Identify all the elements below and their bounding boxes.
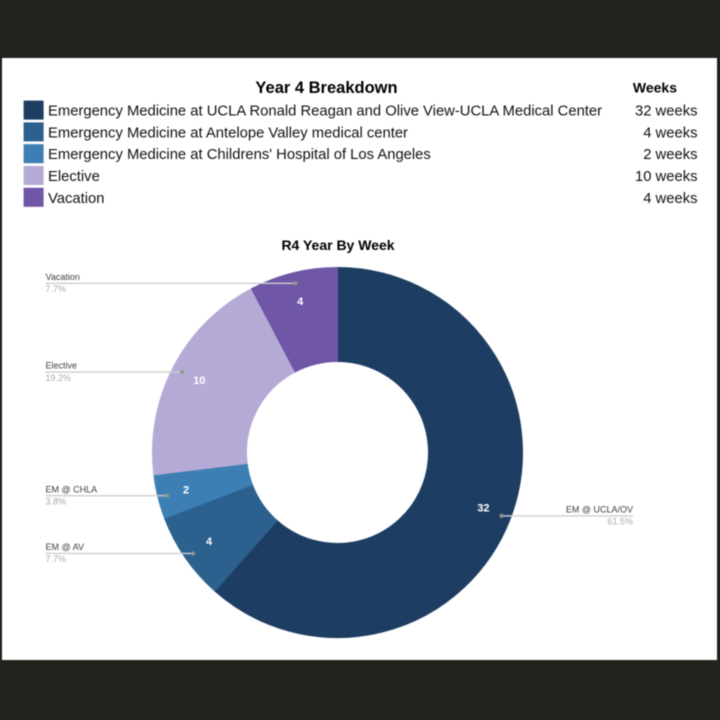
svg-text:Elective: Elective [46, 361, 78, 371]
svg-text:Weeks: Weeks [633, 80, 677, 96]
svg-text:Vacation: Vacation [46, 272, 80, 282]
svg-text:Emergency Medicine at UCLA Ron: Emergency Medicine at UCLA Ronald Reagan… [48, 104, 602, 120]
svg-text:32: 32 [477, 503, 489, 515]
svg-text:4 weeks: 4 weeks [643, 191, 697, 207]
svg-text:10: 10 [193, 375, 205, 387]
svg-text:7.7%: 7.7% [46, 554, 67, 564]
svg-text:EM @ UCLA/OV: EM @ UCLA/OV [566, 505, 633, 515]
svg-text:4: 4 [206, 536, 213, 548]
svg-text:Elective: Elective [48, 169, 100, 185]
svg-text:Vacation: Vacation [48, 191, 105, 207]
svg-text:2: 2 [183, 485, 189, 497]
svg-text:EM @ CHLA: EM @ CHLA [46, 484, 98, 494]
svg-text:3.8%: 3.8% [46, 497, 67, 507]
svg-text:61.5%: 61.5% [607, 517, 633, 527]
svg-text:10 weeks: 10 weeks [635, 169, 698, 185]
svg-text:19.2%: 19.2% [46, 373, 72, 383]
svg-text:R4 Year By Week: R4 Year By Week [281, 237, 394, 253]
svg-text:Year 4 Breakdown: Year 4 Breakdown [255, 79, 397, 97]
svg-text:4: 4 [297, 296, 304, 308]
svg-text:EM @ AV: EM @ AV [46, 542, 84, 552]
svg-text:7.7%: 7.7% [46, 284, 67, 294]
svg-text:2 weeks: 2 weeks [643, 147, 697, 163]
svg-text:Emergency Medicine at Antelope: Emergency Medicine at Antelope Valley me… [48, 125, 408, 141]
svg-text:Emergency Medicine at Children: Emergency Medicine at Childrens' Hospita… [48, 147, 431, 163]
svg-text:32 weeks: 32 weeks [635, 104, 698, 120]
svg-text:4 weeks: 4 weeks [643, 125, 697, 141]
